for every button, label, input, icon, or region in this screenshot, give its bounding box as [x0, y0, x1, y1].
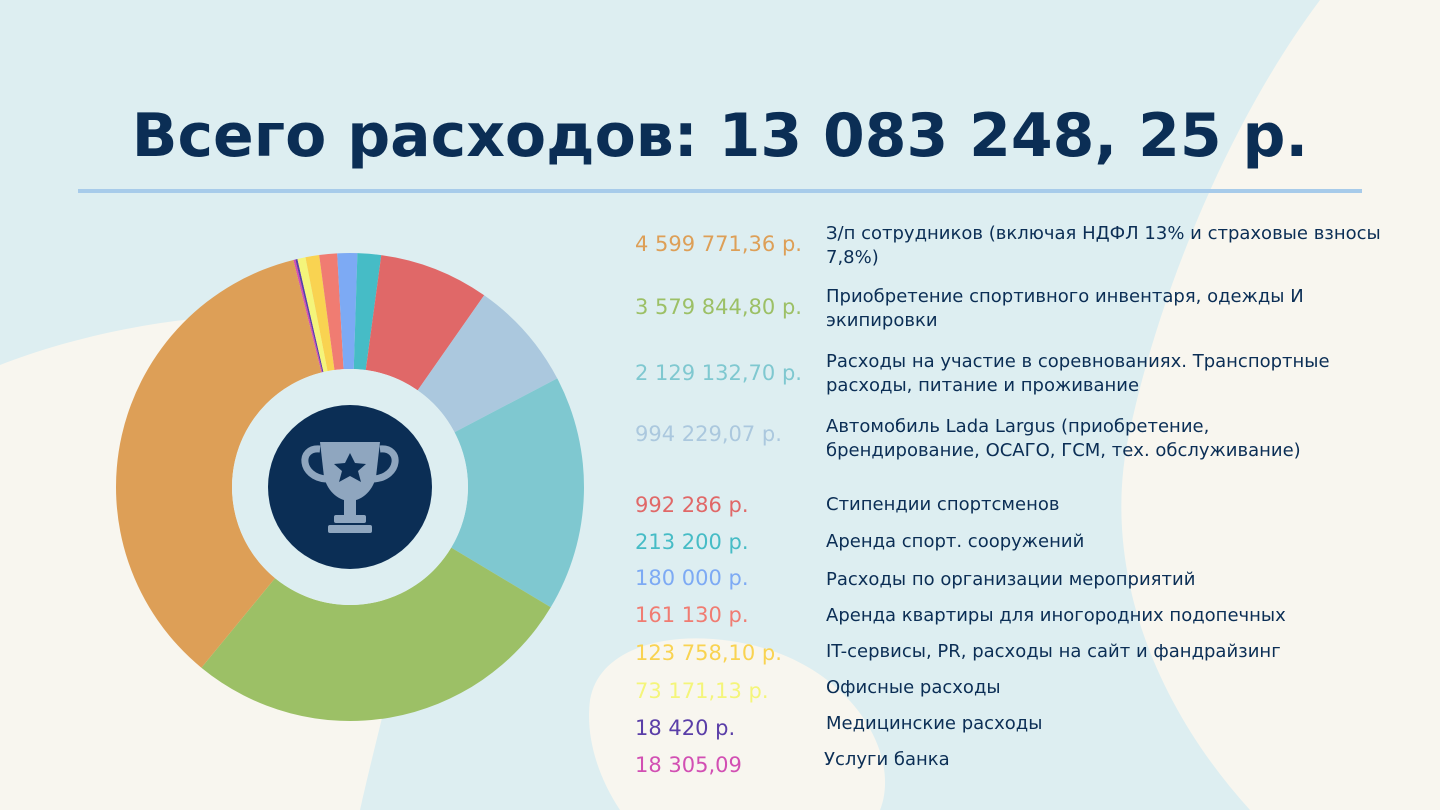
- donut-slice: [417, 295, 558, 433]
- title-divider: [78, 189, 1362, 193]
- donut-slice: [365, 255, 485, 391]
- donut-chart: [115, 253, 584, 721]
- donut-slice: [297, 257, 328, 373]
- background-blob-right: [1121, 0, 1440, 810]
- donut-slice: [451, 378, 584, 608]
- trophy-icon: [301, 442, 399, 533]
- donut-slice: [337, 253, 358, 370]
- donut-slice: [115, 259, 322, 668]
- donut-slice: [353, 253, 382, 371]
- donut-slice: [293, 259, 323, 373]
- page-title: Всего расходов: 13 083 248, 25 р.: [131, 101, 1309, 171]
- background-blob-bottom: [589, 638, 886, 810]
- donut-slice: [201, 547, 551, 721]
- donut-slice: [319, 253, 344, 371]
- donut-slice: [295, 258, 324, 373]
- donut-slice: [305, 255, 335, 372]
